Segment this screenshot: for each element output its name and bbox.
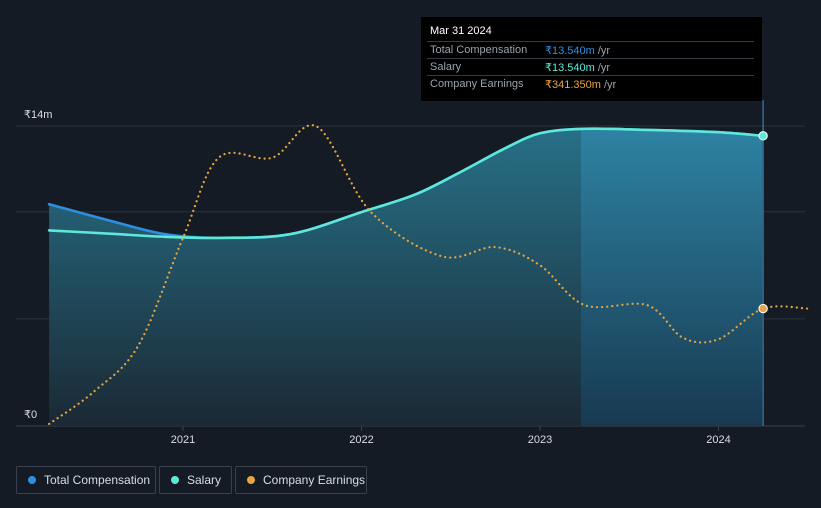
- legend-item-company-earnings[interactable]: Company Earnings: [235, 466, 367, 494]
- legend-dot-icon: [28, 476, 36, 484]
- x-tick-label: 2021: [171, 434, 195, 446]
- series-markers: [758, 131, 768, 314]
- legend-label: Company Earnings: [263, 473, 366, 487]
- series-line-company-earnings: [48, 124, 809, 425]
- tooltip-date: Mar 31 2024: [430, 25, 492, 37]
- tooltip-value: ₹341.350m/yr: [545, 79, 617, 91]
- legend-item-total-compensation[interactable]: Total Compensation: [16, 466, 156, 494]
- legend-dot-icon: [171, 476, 179, 484]
- tooltip-value: ₹13.540m/yr: [545, 45, 611, 57]
- y-tick-label: ₹14m: [24, 109, 52, 121]
- salary-marker: [758, 131, 768, 141]
- tooltip-row-salary: Salary ₹13.540m/yr: [427, 58, 754, 76]
- tooltip-value: ₹13.540m/yr: [545, 62, 611, 74]
- axis-labels: ₹14m ₹0 2021 2022 2023 2024: [24, 109, 731, 446]
- tooltip-label: Company Earnings: [430, 78, 524, 90]
- tooltip-row-company-earnings: Company Earnings ₹341.350m/yr: [427, 75, 754, 93]
- legend-item-salary[interactable]: Salary: [159, 466, 232, 494]
- legend-label: Salary: [187, 473, 222, 487]
- series-line-salary: [47, 127, 765, 240]
- area-fill-highlight: [581, 128, 762, 426]
- x-tick-label: 2023: [528, 434, 552, 446]
- tooltip-row-total-compensation: Total Compensation ₹13.540m/yr: [427, 41, 754, 59]
- earnings-marker: [758, 303, 768, 314]
- tooltip-label: Total Compensation: [430, 44, 528, 56]
- legend-label: Total Compensation: [44, 473, 151, 487]
- x-tick-label: 2022: [349, 434, 373, 446]
- area-fills: [49, 100, 764, 427]
- x-tick-label: 2024: [706, 434, 730, 446]
- y-tick-label: ₹0: [24, 409, 37, 421]
- tooltip-label: Salary: [430, 61, 462, 73]
- tooltip: Mar 31 2024 Total Compensation ₹13.540m /…: [421, 17, 762, 101]
- legend-dot-icon: [247, 476, 255, 484]
- series-lines: [47, 124, 809, 425]
